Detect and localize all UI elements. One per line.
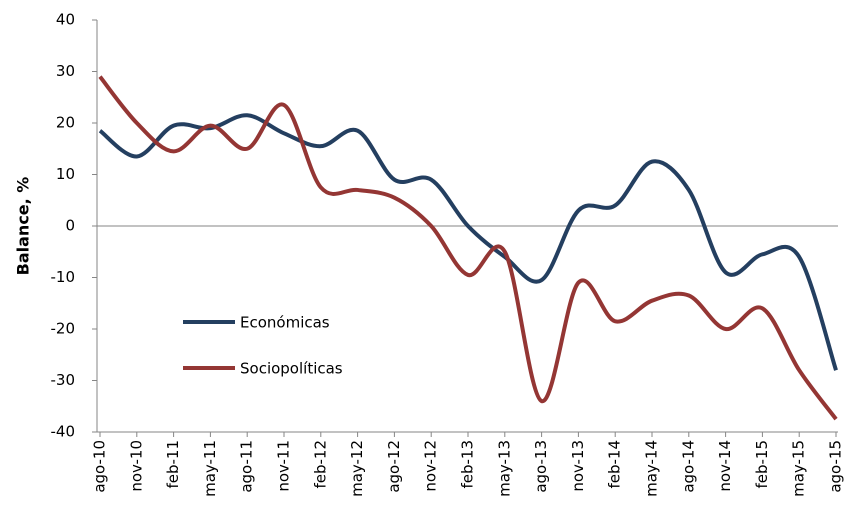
x-tick-label: nov-13: [569, 440, 587, 492]
y-tick-label: 20: [56, 114, 75, 132]
x-tick-label: ago-14: [679, 440, 697, 493]
x-tick-label: ago-15: [827, 440, 845, 493]
y-tick-label: 10: [56, 165, 75, 183]
legend-label: Sociopolíticas: [240, 360, 343, 378]
x-tick-label: may-15: [790, 440, 808, 497]
x-tick-label: may-13: [495, 440, 513, 497]
x-tick-label: ago-13: [532, 440, 550, 493]
x-tick-label: feb-12: [311, 440, 329, 489]
y-tick-label: 40: [56, 11, 75, 29]
y-tick-label: -10: [51, 268, 76, 286]
series-line: [98, 113, 838, 371]
x-tick-label: feb-11: [164, 440, 182, 489]
series-line: [98, 75, 838, 421]
x-tick-label: nov-12: [422, 440, 440, 492]
y-tick-label: -20: [51, 320, 76, 338]
x-tick-label: nov-10: [127, 440, 145, 492]
x-tick-label: nov-14: [716, 440, 734, 492]
x-tick-label: ago-11: [238, 440, 256, 493]
x-tick-label: feb-14: [606, 440, 624, 489]
x-tick-label: feb-13: [459, 440, 477, 489]
y-tick-label: -40: [51, 423, 76, 441]
y-axis-title: Balance, %: [14, 177, 33, 276]
x-tick-label: ago-12: [385, 440, 403, 493]
y-tick-label: 0: [65, 217, 75, 235]
y-tick-label: -30: [51, 371, 76, 389]
x-tick-label: may-12: [348, 440, 366, 497]
y-tick-label: 30: [56, 62, 75, 80]
x-tick-label: nov-11: [275, 440, 293, 492]
x-tick-label: may-14: [643, 440, 661, 497]
x-tick-label: may-11: [201, 440, 219, 497]
legend-label: Económicas: [240, 314, 330, 332]
x-tick-label: feb-15: [753, 440, 771, 489]
x-tick-label: ago-10: [91, 440, 109, 493]
